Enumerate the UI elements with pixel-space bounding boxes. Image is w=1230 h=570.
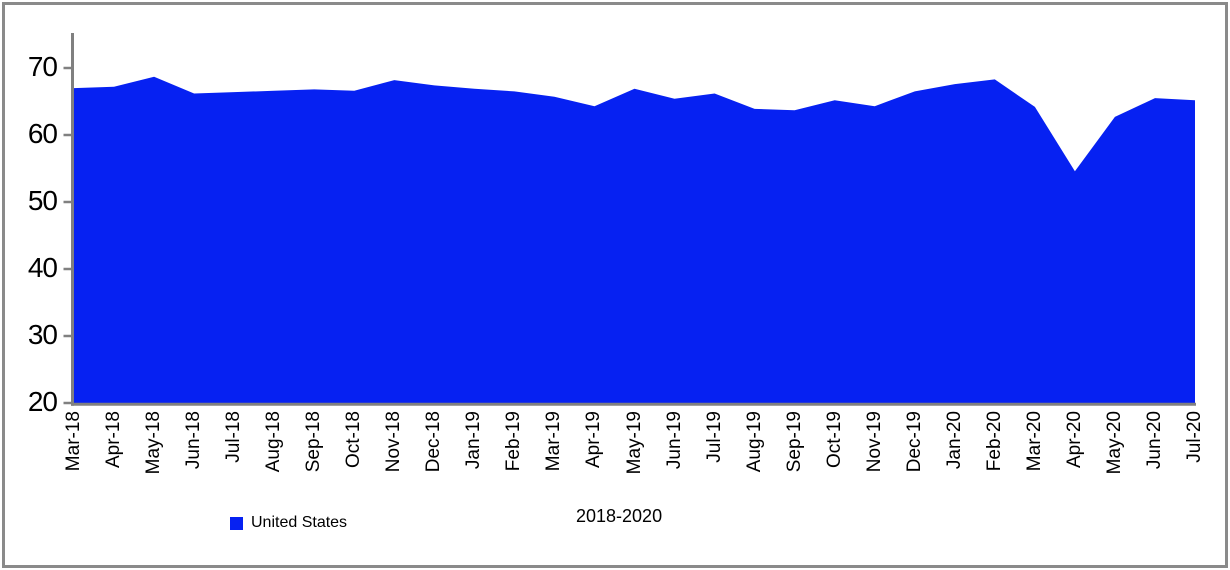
y-axis-tick-label: 60	[27, 118, 58, 149]
x-axis-tick-label: Feb-19	[503, 411, 525, 472]
x-axis-tick-label: Jun-19	[663, 411, 685, 470]
y-axis-tick-label: 40	[27, 252, 58, 283]
x-axis-tick-label: Oct-18	[343, 411, 365, 469]
x-axis-tick-label: Apr-19	[583, 411, 605, 469]
axes	[63, 33, 1196, 406]
x-axis-tick-label: Feb-20	[983, 411, 1005, 472]
x-axis-tick-label: Mar-19	[543, 411, 565, 472]
x-axis-tick-label: Mar-18	[63, 411, 84, 472]
y-axis-tick-label: 30	[27, 319, 58, 350]
x-axis-tick-label: Apr-20	[1063, 411, 1085, 469]
x-axis-tick-label: May-19	[623, 411, 645, 475]
legend-label-united-states: United States	[251, 514, 348, 531]
y-axis-tick-label: 70	[27, 51, 58, 82]
united-states-area-series	[74, 76, 1195, 403]
x-axis-tick-label: Sep-19	[783, 411, 805, 473]
y-axis-tick-label: 50	[27, 185, 58, 216]
x-axis-tick-label: Oct-19	[823, 411, 845, 469]
x-axis-tick-label: Jul-20	[1184, 411, 1205, 463]
x-axis-tick-label: Apr-18	[103, 411, 125, 469]
x-axis-tick-label: Jul-19	[703, 411, 725, 463]
x-axis-tick-label: Nov-18	[383, 411, 405, 473]
x-axis-tick-label: Nov-19	[863, 411, 885, 473]
x-axis-tick-label: Mar-20	[1023, 411, 1045, 472]
x-axis-tick-label: May-18	[143, 411, 165, 475]
legend: United States	[230, 514, 347, 532]
x-axis-tick-label: Jun-18	[183, 411, 205, 470]
x-axis-tick-label: Aug-19	[743, 411, 765, 473]
x-axis-tick-label: Jan-20	[943, 411, 965, 470]
x-axis-tick-label: May-20	[1103, 411, 1125, 475]
legend-swatch-united-states	[230, 516, 243, 530]
x-axis-title: 2018-2020	[576, 506, 663, 526]
x-axis-tick-label: Dec-18	[423, 411, 445, 473]
x-axis-tick-label: Jun-20	[1143, 411, 1165, 470]
y-axis-tick-label: 20	[27, 386, 58, 417]
x-axis-tick-label: Sep-18	[303, 411, 325, 473]
x-axis-tick-label: Jul-18	[223, 411, 245, 463]
x-axis-tick-label: Jan-19	[463, 411, 485, 470]
x-axis-tick-label: Dec-19	[903, 411, 925, 473]
x-axis-tick-label: Aug-18	[263, 411, 285, 473]
